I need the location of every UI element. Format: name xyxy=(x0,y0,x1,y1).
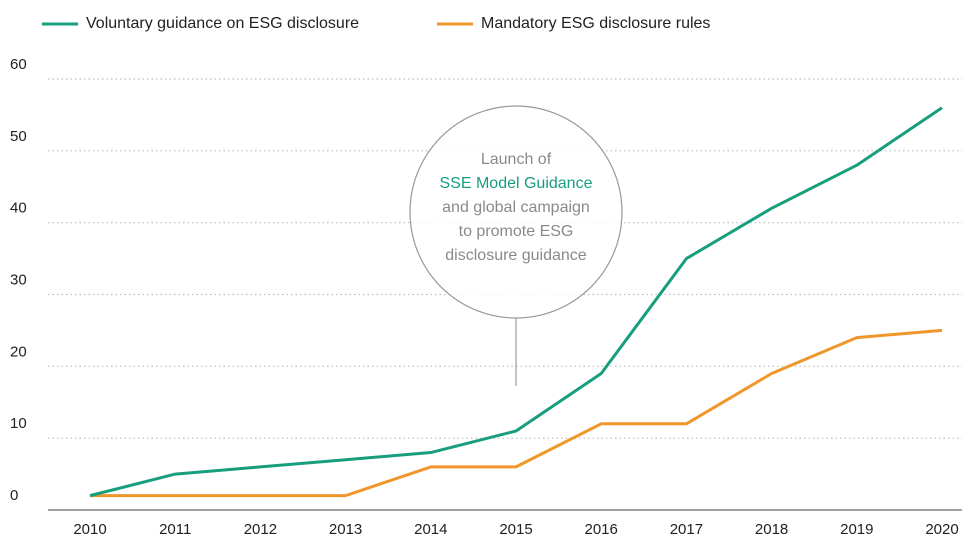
x-tick-label: 2013 xyxy=(329,521,362,538)
x-tick-label: 2014 xyxy=(414,521,447,538)
x-tick-label: 2018 xyxy=(755,521,788,538)
line-series xyxy=(89,106,943,498)
y-tick-label: 0 xyxy=(10,487,18,504)
line-series xyxy=(90,328,943,498)
annotation-text: and global campaign xyxy=(442,199,590,216)
y-tick-label: 30 xyxy=(10,271,27,288)
x-tick-label: 2020 xyxy=(925,521,958,538)
y-tick-label: 10 xyxy=(10,415,27,432)
y-tick-label: 60 xyxy=(10,56,27,73)
annotation-text: disclosure guidance xyxy=(445,247,587,264)
x-tick-label: 2010 xyxy=(73,521,106,538)
x-tick-label: 2016 xyxy=(585,521,618,538)
x-tick-label: 2011 xyxy=(159,521,191,538)
x-tick-label: 2015 xyxy=(499,521,532,538)
legend-label: Voluntary guidance on ESG disclosure xyxy=(86,15,359,32)
y-tick-label: 50 xyxy=(10,128,27,145)
x-tick-label: 2012 xyxy=(244,521,277,538)
annotation-text: SSE Model Guidance xyxy=(440,175,593,192)
annotation-text: Launch of xyxy=(481,151,552,168)
annotation-circle xyxy=(409,105,623,319)
x-tick-label: 2017 xyxy=(670,521,703,538)
legend-label: Mandatory ESG disclosure rules xyxy=(481,15,710,32)
y-tick-label: 40 xyxy=(10,200,27,217)
annotation-text: to promote ESG xyxy=(459,223,574,240)
y-tick-label: 20 xyxy=(10,343,27,360)
x-tick-label: 2019 xyxy=(840,521,873,538)
